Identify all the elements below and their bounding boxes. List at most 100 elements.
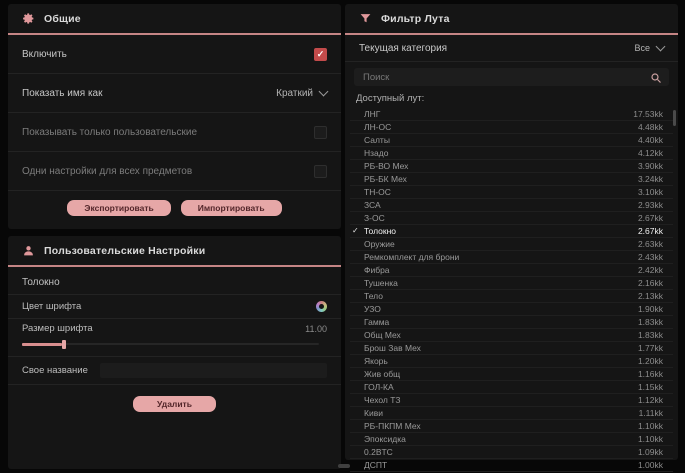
list-item[interactable]: ✓Чехол ТЗ1.12kk xyxy=(350,394,673,407)
list-item[interactable]: ✓ТН-ОС3.10kk xyxy=(350,186,673,199)
setting-row-same-settings: Одни настройки для всех предметов ✓ xyxy=(8,152,341,191)
loot-item-value: 1.12kk xyxy=(637,395,663,405)
font-size-row: Размер шрифта 11.00 xyxy=(8,318,341,338)
loot-item-name: ТН-ОС xyxy=(364,187,391,197)
custom-settings-header: Пользовательские Настройки xyxy=(8,236,341,267)
search-icon xyxy=(650,71,662,83)
setting-row-name-display: Показать имя как Краткий xyxy=(8,74,341,113)
loot-item-name: ГОЛ-КА xyxy=(364,382,394,392)
loot-item-value: 1.11kk xyxy=(638,408,663,418)
loot-item-value: 4.40kk xyxy=(637,135,663,145)
loot-item-name: Оружие xyxy=(364,239,395,249)
list-item[interactable]: ✓ЛН-ОС4.48kk xyxy=(350,121,673,134)
slider-handle[interactable] xyxy=(61,339,66,349)
loot-item-value: 3.10kk xyxy=(637,187,663,197)
loot-item-name: 0.2BTC xyxy=(364,447,393,457)
list-item[interactable]: ✓ГОЛ-КА1.15kk xyxy=(350,381,673,394)
enable-checkbox[interactable]: ✓ xyxy=(314,47,327,61)
loot-item-value: 2.43kk xyxy=(637,252,663,262)
selected-check-icon: ✓ xyxy=(352,226,359,235)
loot-item-value: 1.90kk xyxy=(637,304,663,314)
loot-item-name: РБ-ПКПМ Мех xyxy=(364,421,421,431)
loot-item-name: ЛНГ xyxy=(364,109,381,119)
custom-name-input[interactable] xyxy=(99,363,327,378)
gear-icon xyxy=(21,12,35,26)
loot-item-name: Нзадо xyxy=(364,148,389,158)
category-label: Текущая категория xyxy=(359,42,448,54)
font-color-label: Цвет шрифта xyxy=(22,301,82,312)
horizontal-scrollbar-thumb[interactable] xyxy=(338,464,350,468)
loot-item-name: Общ Мех xyxy=(364,330,401,340)
loot-item-name: Чехол ТЗ xyxy=(364,395,401,405)
name-display-select[interactable]: Краткий xyxy=(276,86,329,99)
list-item[interactable]: ✓З-ОС2.67kk xyxy=(350,212,673,225)
palette-icon[interactable] xyxy=(316,301,327,312)
vertical-scrollbar-thumb[interactable] xyxy=(673,110,676,126)
general-panel-title: Общие xyxy=(44,12,81,25)
loot-item-value: 2.13kk xyxy=(637,291,663,301)
same-settings-checkbox[interactable]: ✓ xyxy=(314,164,327,178)
loot-item-value: 17.53kk xyxy=(633,109,663,119)
search-input[interactable] xyxy=(361,70,644,84)
loot-item-value: 1.16kk xyxy=(637,369,663,379)
loot-item-value: 2.63kk xyxy=(637,239,663,249)
only-custom-checkbox[interactable]: ✓ xyxy=(314,125,327,139)
export-button[interactable]: Экспортировать xyxy=(67,200,171,217)
loot-item-name: Толокно xyxy=(364,226,396,236)
delete-button[interactable]: Удалить xyxy=(133,396,216,413)
import-button[interactable]: Импортировать xyxy=(180,200,282,217)
custom-name-row: Свое название xyxy=(8,357,341,385)
delete-row: Удалить xyxy=(8,396,341,413)
loot-item-name: Киви xyxy=(364,408,383,418)
loot-item-value: 2.42kk xyxy=(637,265,663,275)
category-select[interactable]: Все xyxy=(634,41,666,53)
loot-item-name: Ремкомплект для брони xyxy=(364,252,460,262)
loot-item-value: 1.20kk xyxy=(637,356,663,366)
selected-item-name: Толокно xyxy=(22,277,60,288)
loot-filter-header: Фильтр Лута xyxy=(345,4,678,35)
check-icon: ✓ xyxy=(316,48,325,59)
loot-item-name: Салты xyxy=(364,135,390,145)
list-item[interactable]: ✓ Толокно 2.67kk xyxy=(350,225,673,238)
font-size-value: 11.00 xyxy=(305,323,327,334)
enable-label: Включить xyxy=(22,48,67,60)
loot-list: ✓ЛНГ17.53kk✓ЛН-ОС4.48kk✓Салты4.40kk✓Нзад… xyxy=(350,108,676,472)
custom-name-label: Свое название xyxy=(22,365,88,376)
loot-item-name: Тушенка xyxy=(364,278,398,288)
loot-item-value: 1.83kk xyxy=(637,330,663,340)
font-size-slider[interactable] xyxy=(22,339,327,349)
loot-item-name: ЗСА xyxy=(364,200,381,210)
import-export-row: Экспортировать Импортировать xyxy=(8,200,341,217)
name-display-value: Краткий xyxy=(276,87,313,99)
custom-settings-title: Пользовательские Настройки xyxy=(44,244,206,257)
only-custom-label: Показывать только пользовательские xyxy=(22,126,197,138)
loot-item-value: 3.24kk xyxy=(637,174,663,184)
loot-item-name: Эпоксидка xyxy=(364,434,406,444)
user-icon xyxy=(21,244,35,258)
loot-item-name: ЛН-ОС xyxy=(364,122,392,132)
loot-item-value: 1.15kk xyxy=(637,382,663,392)
loot-item-name: РБ-БК Мех xyxy=(364,174,407,184)
